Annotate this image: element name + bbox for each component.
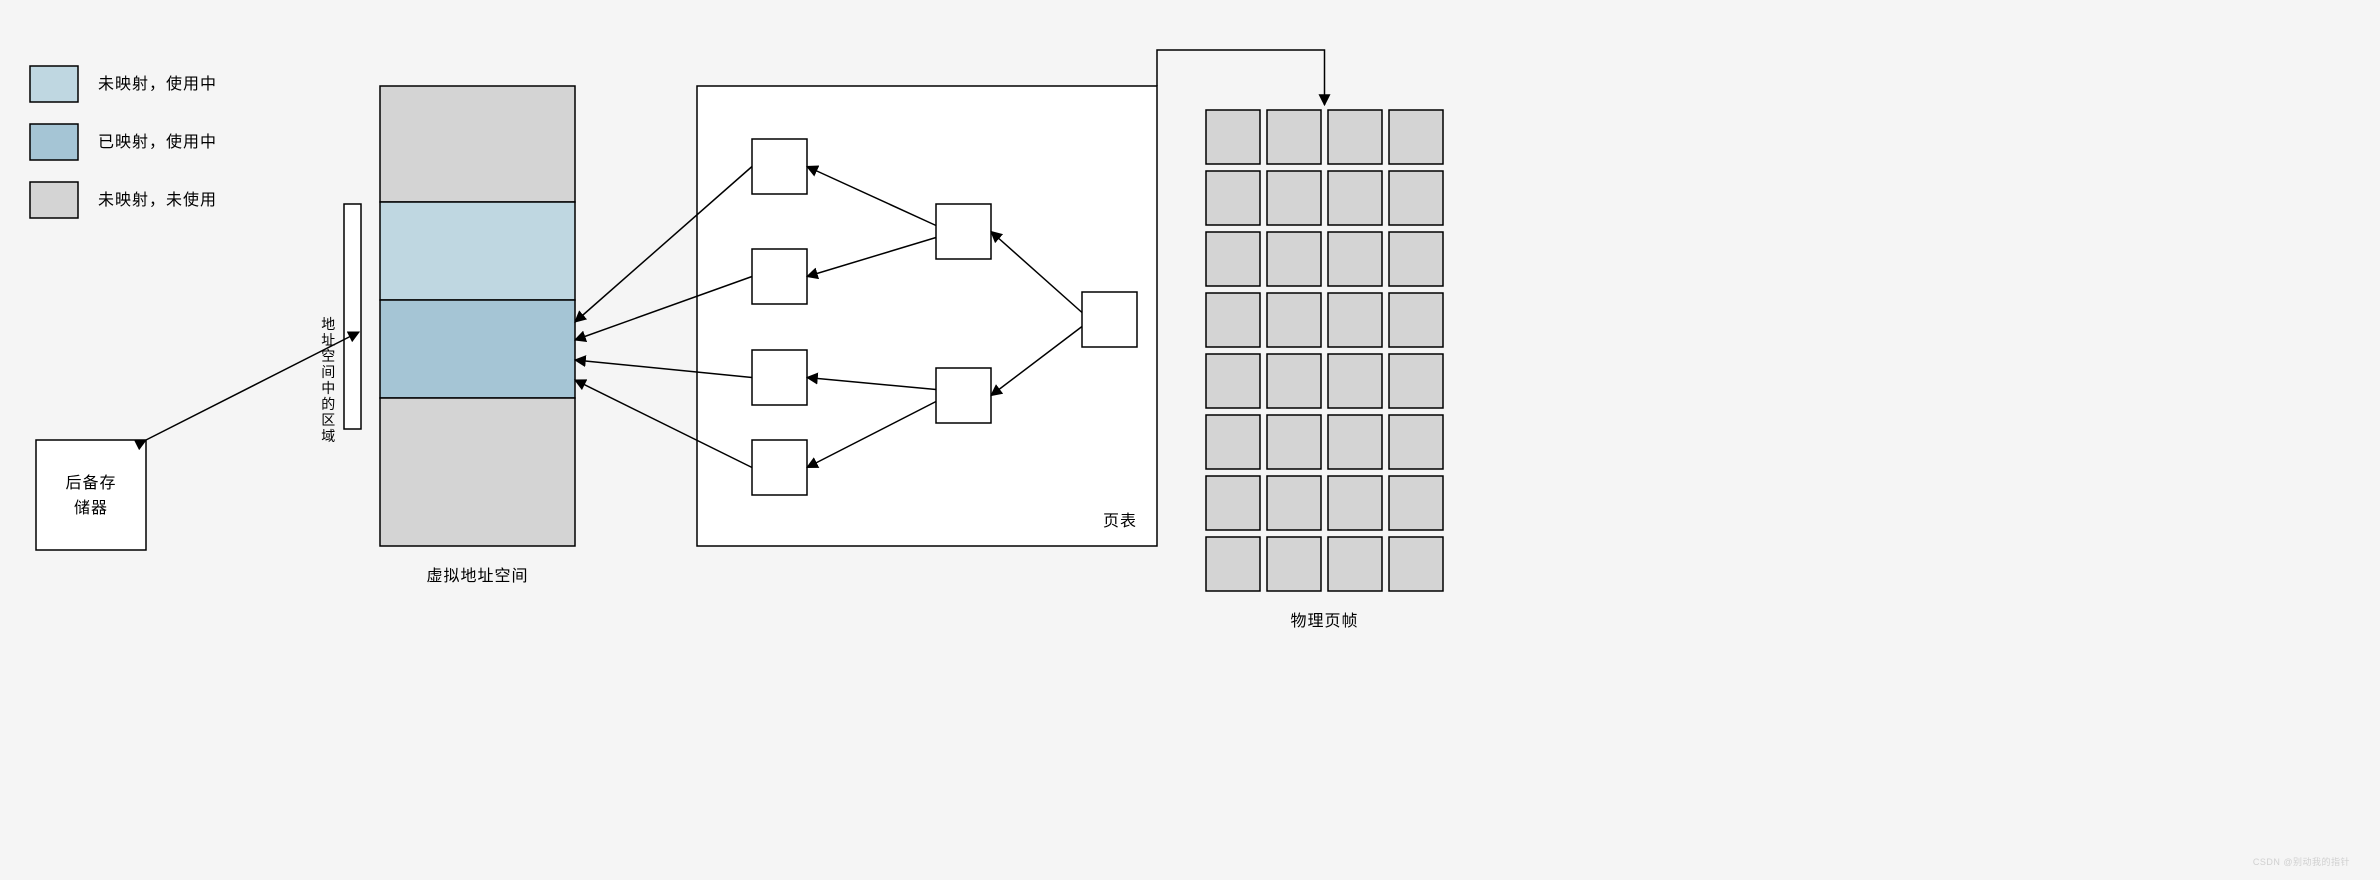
- backing-store-box: [36, 440, 146, 550]
- addr-space-segment-3: [380, 398, 575, 546]
- phys-frame-cell: [1328, 293, 1382, 347]
- phys-frame-cell: [1389, 476, 1443, 530]
- pt-leaf-2: [752, 350, 807, 405]
- phys-frame-cell: [1328, 232, 1382, 286]
- pt-mid-0: [936, 204, 991, 259]
- phys-frame-cell: [1328, 476, 1382, 530]
- phys-frame-cell: [1389, 293, 1443, 347]
- phys-frame-cell: [1206, 476, 1260, 530]
- phys-frame-cell: [1389, 354, 1443, 408]
- backing-store-label-1: 后备存: [65, 474, 116, 492]
- watermark-text: CSDN @别动我的指针: [2253, 856, 2350, 867]
- addr-space-segment-2: [380, 300, 575, 398]
- phys-frame-cell: [1389, 171, 1443, 225]
- phys-frame-cell: [1267, 171, 1321, 225]
- addr-space-segment-0: [380, 86, 575, 202]
- pt-root: [1082, 292, 1137, 347]
- phys-frame-cell: [1328, 171, 1382, 225]
- phys-frame-cell: [1389, 110, 1443, 164]
- legend-swatch: [30, 66, 78, 102]
- addr-space-label: 虚拟地址空间: [426, 567, 528, 585]
- phys-frame-cell: [1267, 476, 1321, 530]
- phys-frame-cell: [1206, 537, 1260, 591]
- phys-frame-cell: [1206, 171, 1260, 225]
- phys-frame-cell: [1389, 232, 1443, 286]
- phys-frame-cell: [1267, 415, 1321, 469]
- phys-frame-cell: [1328, 537, 1382, 591]
- diagram-canvas: 未映射，使用中已映射，使用中未映射，未使用后备存储器虚拟地址空间 地址空间中的区域…: [0, 0, 2380, 880]
- phys-frame-cell: [1206, 110, 1260, 164]
- region-bracket: [344, 204, 361, 429]
- phys-frame-cell: [1267, 232, 1321, 286]
- phys-frame-cell: [1206, 415, 1260, 469]
- legend-label: 未映射，未使用: [98, 191, 217, 209]
- phys-frame-cell: [1206, 232, 1260, 286]
- backing-store-label-2: 储器: [74, 499, 108, 517]
- legend-swatch: [30, 182, 78, 218]
- phys-frames-label: 物理页帧: [1290, 612, 1358, 630]
- phys-frame-cell: [1206, 354, 1260, 408]
- legend-label: 未映射，使用中: [98, 75, 217, 93]
- phys-frame-cell: [1389, 415, 1443, 469]
- phys-frame-cell: [1389, 537, 1443, 591]
- phys-frame-cell: [1267, 110, 1321, 164]
- phys-frame-cell: [1328, 110, 1382, 164]
- legend-label: 已映射，使用中: [98, 133, 217, 151]
- phys-frame-cell: [1328, 354, 1382, 408]
- addr-space-segment-1: [380, 202, 575, 300]
- phys-frame-cell: [1267, 537, 1321, 591]
- pt-leaf-0: [752, 139, 807, 194]
- phys-frame-cell: [1206, 293, 1260, 347]
- legend-swatch: [30, 124, 78, 160]
- pt-mid-1: [936, 368, 991, 423]
- phys-frame-cell: [1267, 293, 1321, 347]
- pt-leaf-3: [752, 440, 807, 495]
- phys-frame-cell: [1267, 354, 1321, 408]
- phys-frame-cell: [1328, 415, 1382, 469]
- region-bracket-label: 地址空间中的区域: [320, 317, 336, 445]
- page-table-label: 页表: [1103, 512, 1137, 530]
- pt-leaf-1: [752, 249, 807, 304]
